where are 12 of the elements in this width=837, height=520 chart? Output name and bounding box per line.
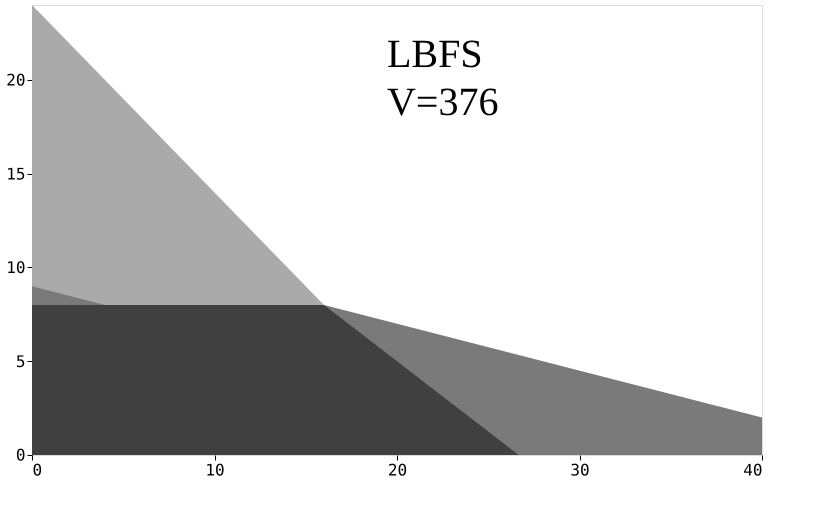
- y-tick-label: 15: [6, 164, 26, 184]
- y-tick-label: 20: [6, 70, 26, 90]
- x-tick-label: 10: [205, 460, 225, 480]
- y-tick-label: 5: [16, 352, 26, 371]
- annotation: LBFS: [387, 31, 483, 76]
- x-tick-label: 30: [570, 460, 590, 480]
- x-tick-label: 20: [388, 460, 408, 480]
- x-tick-label: 0: [32, 460, 42, 480]
- y-tick-label: 0: [16, 446, 26, 464]
- y-tick-label: 10: [6, 258, 26, 277]
- annotation: V=376: [387, 79, 498, 124]
- x-tick-label: 40: [743, 460, 762, 480]
